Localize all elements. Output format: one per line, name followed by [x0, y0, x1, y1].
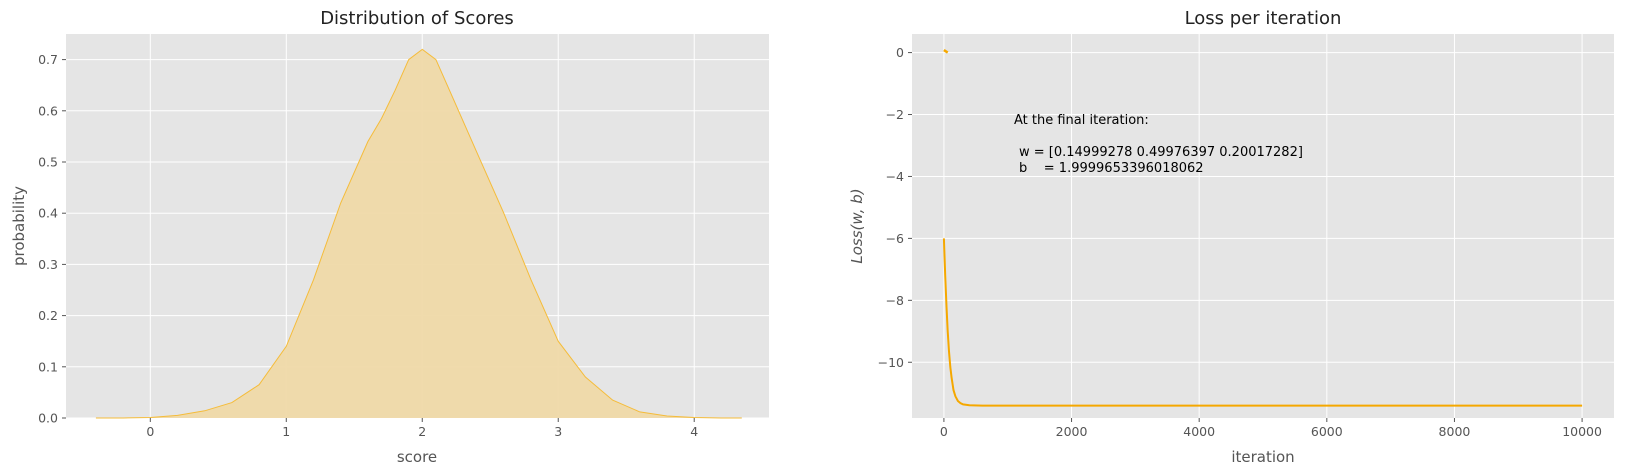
distribution-chart: 0 1 2 3 4 0.0 0.1 0.2 0.3 0.4 0.5 0.6 0.7 Distributi… — [10, 8, 769, 466]
x-tick-label: 8000 — [1439, 424, 1471, 439]
x-tick-label: 0 — [940, 424, 948, 439]
y-tick-label: 0.6 — [38, 103, 58, 118]
plot-area-right — [912, 34, 1614, 418]
x-axis-label-right: iteration — [1231, 448, 1294, 466]
x-tick-label: 0 — [146, 424, 154, 439]
ticks-left: 0 1 2 3 4 0.0 0.1 0.2 0.3 0.4 0.5 0.6 0.7 — [38, 52, 698, 439]
x-tick-label: 6000 — [1311, 424, 1343, 439]
x-tick-label: 3 — [554, 424, 562, 439]
y-axis-label-right: Loss(w, b) — [848, 188, 866, 263]
y-tick-label: −10 — [878, 355, 904, 370]
y-axis-label-left: probability — [10, 186, 28, 266]
y-tick-label: 0.7 — [38, 52, 58, 67]
annotation-line-1: At the final iteration: — [1014, 113, 1149, 128]
y-tick-label: 0.4 — [38, 206, 58, 221]
y-tick-label: −4 — [886, 169, 904, 184]
x-tick-label: 1 — [282, 424, 290, 439]
annotation-line-3: b = 1.9999653396018062 — [1019, 161, 1204, 176]
x-tick-label: 4 — [690, 424, 698, 439]
loss-chart: 0 2000 4000 6000 8000 10000 0 −2 −4 −6 −8 −10 Loss … — [848, 8, 1614, 466]
y-tick-label: 0.5 — [38, 155, 58, 170]
x-tick-label: 10000 — [1562, 424, 1602, 439]
y-tick-label: 0.1 — [38, 359, 58, 374]
loss-curve-initial-blip — [943, 49, 949, 54]
y-tick-label: 0.0 — [38, 411, 58, 426]
y-tick-label: −2 — [886, 107, 904, 122]
x-axis-label-left: score — [397, 448, 437, 466]
y-tick-label: 0.2 — [38, 308, 58, 323]
y-tick-label: 0.3 — [38, 257, 58, 272]
density-line — [95, 48, 742, 419]
chart-title-left: Distribution of Scores — [320, 8, 514, 29]
loss-curve — [942, 238, 1583, 407]
gridlines-right — [912, 34, 1614, 418]
ticks-right: 0 2000 4000 6000 8000 10000 0 −2 −4 −6 −8 −10 — [878, 45, 1602, 439]
density-area — [95, 49, 742, 419]
chart-title-right: Loss per iteration — [1185, 8, 1342, 29]
x-tick-label: 2 — [418, 424, 426, 439]
y-tick-label: −8 — [886, 293, 904, 308]
y-tick-label: −6 — [886, 231, 904, 246]
final-iteration-annotation: At the final iteration: w = [0.14999278 … — [1014, 113, 1303, 176]
x-tick-label: 4000 — [1183, 424, 1215, 439]
y-tick-label: 0 — [896, 45, 904, 60]
annotation-line-2: w = [0.14999278 0.49976397 0.20017282] — [1019, 145, 1303, 160]
x-tick-label: 2000 — [1056, 424, 1088, 439]
